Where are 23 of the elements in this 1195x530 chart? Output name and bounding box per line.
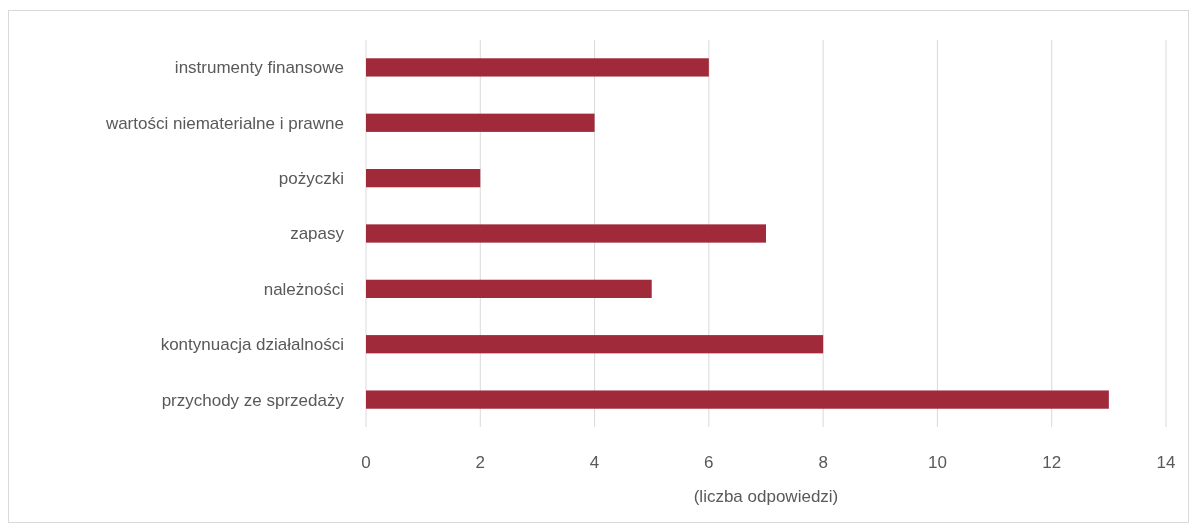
x-tick-label: 12 [1042,453,1062,472]
y-tick-label: kontynuacja działalności [160,335,344,355]
y-tick-label: pożyczki [278,169,344,189]
x-axis-title: (liczba odpowiedzi) [693,487,839,506]
bar [366,58,709,77]
bar [366,224,766,243]
y-tick-label: przychody ze sprzedaży [161,390,345,410]
bar [366,169,481,188]
bar [366,335,824,354]
x-tick-label: 2 [475,453,486,472]
y-tick-label: wartości niematerialne i prawne [104,113,344,133]
x-tick-label: 8 [818,453,828,472]
x-tick-label: 14 [1156,453,1176,472]
x-tick-label: 0 [361,453,371,472]
y-tick-label: należności [263,279,344,299]
x-tick-label: 4 [589,453,600,472]
x-tick-label: 10 [927,453,947,472]
bar [366,390,1109,409]
y-tick-label: zapasy [290,224,345,244]
x-tick-label: 6 [704,453,714,472]
y-tick-label: instrumenty finansowe [174,58,344,78]
bar [366,113,595,132]
bar [366,279,652,298]
